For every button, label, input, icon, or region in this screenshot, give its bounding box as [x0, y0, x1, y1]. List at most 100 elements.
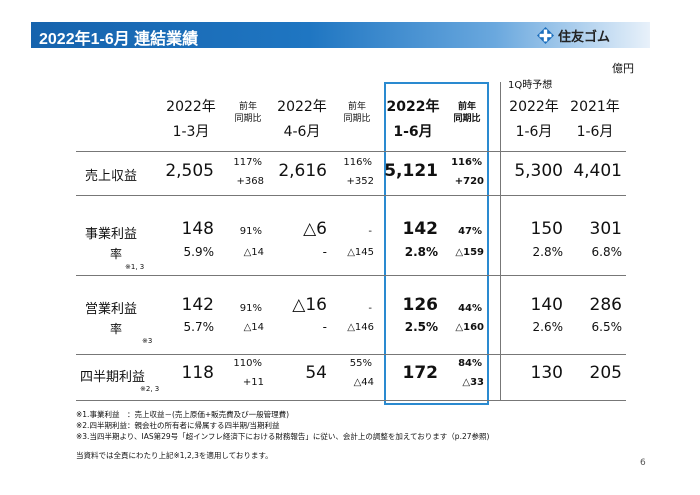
opprofit-c1: 142 — [181, 295, 214, 315]
col2-year: 2022年 — [277, 99, 327, 115]
col3-yoy-line2: 同期比 — [453, 114, 481, 124]
col3-yoy-header: 前年 同期比 — [447, 101, 487, 125]
netprofit-c3: 172 — [402, 363, 439, 383]
netprofit-c1-yoy-pct: 110% — [233, 358, 262, 369]
bizprofit-c2-yoy-pct: - — [368, 226, 372, 237]
bizprofit-c2-yoy-diff: △145 — [347, 247, 374, 258]
opprofit-c3: 126 — [402, 295, 439, 315]
col3-yoy-line1: 前年 — [457, 102, 476, 112]
bizprofit-c4: 150 — [530, 219, 563, 239]
bizprofit-c2-rate: - — [322, 245, 327, 259]
opprofit-c1-yoy-diff: △14 — [243, 322, 264, 333]
netprofit-c3-yoy-pct: 84% — [458, 358, 482, 369]
opprofit-c5-rate: 6.5% — [591, 320, 623, 334]
bizprofit-c3-rate: 2.8% — [404, 245, 438, 259]
opprofit-c3-yoy-diff: △160 — [455, 322, 484, 333]
highlight-box — [384, 82, 489, 405]
netprofit-c1: 118 — [181, 363, 214, 383]
opprofit-c1-rate: 5.7% — [183, 320, 215, 334]
row-label-sales: 売上収益 — [85, 169, 138, 184]
sales-c1-yoy-pct: 117% — [233, 157, 262, 168]
opprofit-c4: 140 — [530, 295, 563, 315]
opprofit-c2-yoy-diff: △146 — [347, 322, 374, 333]
bizprofit-c1-rate: 5.9% — [183, 245, 215, 259]
bizprofit-c1: 148 — [181, 219, 214, 239]
col5-period: 1-6月 — [576, 124, 614, 140]
unit-label: 億円 — [612, 62, 634, 75]
col4-year: 2022年 — [509, 99, 559, 115]
bizprofit-c3-yoy-diff: △159 — [455, 247, 484, 258]
opprofit-c2-yoy-pct: - — [368, 303, 372, 314]
opprofit-c3-rate: 2.5% — [404, 320, 438, 334]
col2-yoy-header: 前年 同期比 — [337, 101, 377, 125]
opprofit-c2-rate: - — [322, 320, 327, 334]
netprofit-c2-yoy-diff: △44 — [353, 377, 374, 388]
bizprofit-c1-yoy-pct: 91% — [239, 226, 262, 237]
sales-c2-yoy-pct: 116% — [343, 157, 372, 168]
opprofit-note: ※3 — [142, 337, 153, 345]
sales-c1-yoy-diff: +368 — [236, 176, 264, 187]
netprofit-c2: 54 — [305, 363, 327, 383]
sales-c4: 5,300 — [514, 161, 563, 181]
col4-period: 1-6月 — [515, 124, 553, 140]
col2-period: 4-6月 — [283, 124, 321, 140]
footnote-2: ※2.四半期利益：親会社の所有者に帰属する四半期/当期利益 — [76, 421, 280, 430]
forecast-label: 1Q時予想 — [508, 80, 553, 91]
bizprofit-c1-yoy-diff: △14 — [243, 247, 264, 258]
netprofit-c4: 130 — [530, 363, 563, 383]
col3-year: 2022年 — [386, 99, 440, 115]
col5-year: 2021年 — [570, 99, 620, 115]
row-label-opprofit: 営業利益 — [85, 302, 138, 317]
sales-c2: 2,616 — [278, 161, 327, 181]
row-label-opprofit-rate: 率 — [110, 322, 123, 336]
forecast-separator — [500, 82, 501, 400]
opprofit-c1-yoy-pct: 91% — [239, 303, 262, 314]
opprofit-c2: △16 — [292, 295, 327, 315]
col1-yoy-line1: 前年 — [238, 102, 257, 112]
col1-period: 1-3月 — [172, 124, 210, 140]
col1-year: 2022年 — [166, 99, 216, 115]
netprofit-c5: 205 — [589, 363, 622, 383]
sales-c3: 5,121 — [384, 161, 438, 181]
row-divider — [76, 400, 626, 401]
footnote-1: ※1.事業利益 ：売上収益－(売上原価+販売費及び一般管理費) — [76, 410, 290, 419]
opprofit-c5: 286 — [589, 295, 622, 315]
footnote-4: 当資料では全頁にわたり上記※1,2,3を適用しております。 — [76, 451, 273, 460]
row-label-bizprofit-rate: 率 — [110, 247, 123, 261]
sales-c3-yoy-diff: +720 — [454, 176, 484, 187]
row-label-netprofit: 四半期利益 — [80, 370, 146, 385]
row-divider — [76, 354, 626, 355]
sales-c1: 2,505 — [165, 161, 214, 181]
netprofit-c1-yoy-diff: +11 — [242, 377, 264, 388]
netprofit-c2-yoy-pct: 55% — [349, 358, 372, 369]
bizprofit-c4-rate: 2.8% — [532, 245, 564, 259]
bizprofit-c2: △6 — [303, 219, 327, 239]
page-title: 2022年1-6月 連結業績 — [39, 31, 199, 48]
opprofit-c4-rate: 2.6% — [532, 320, 564, 334]
logo-diamond-icon — [537, 27, 554, 44]
sales-c2-yoy-diff: +352 — [346, 176, 374, 187]
col2-yoy-line2: 同期比 — [343, 114, 371, 124]
bizprofit-c5-rate: 6.8% — [591, 245, 623, 259]
col3-period: 1-6月 — [393, 124, 433, 140]
bizprofit-c3-yoy-pct: 47% — [458, 226, 482, 237]
row-divider — [76, 151, 626, 152]
col1-yoy-line2: 同期比 — [234, 114, 262, 124]
bizprofit-c3: 142 — [402, 219, 439, 239]
company-logo: 住友ゴム — [537, 26, 610, 45]
opprofit-c3-yoy-pct: 44% — [458, 303, 482, 314]
footnote-3: ※3.当四半期より、IAS第29号「超インフレ経済下における財務報告」に従い、会… — [76, 432, 490, 441]
row-label-bizprofit: 事業利益 — [85, 227, 138, 242]
netprofit-c3-yoy-diff: △33 — [462, 377, 484, 388]
logo-text: 住友ゴム — [558, 30, 611, 45]
row-divider — [76, 275, 626, 276]
col2-yoy-line1: 前年 — [347, 102, 366, 112]
sales-c5: 4,401 — [573, 161, 622, 181]
bizprofit-note: ※1, 3 — [125, 263, 145, 271]
sales-c3-yoy-pct: 116% — [451, 157, 482, 168]
row-divider — [76, 195, 626, 196]
bizprofit-c5: 301 — [589, 219, 622, 239]
netprofit-note: ※2, 3 — [140, 385, 160, 393]
col1-yoy-header: 前年 同期比 — [228, 101, 268, 125]
page-number: 6 — [640, 458, 646, 468]
